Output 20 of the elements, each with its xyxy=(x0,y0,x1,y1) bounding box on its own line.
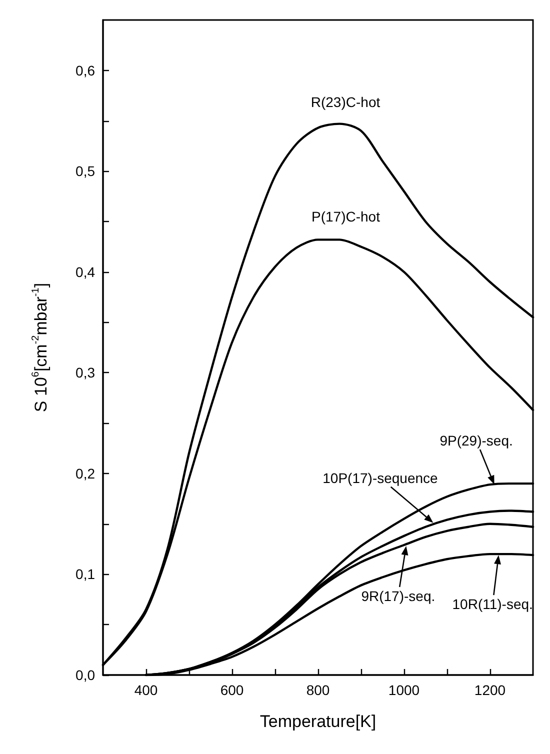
annotation: 9R(17)-seq. xyxy=(361,588,436,604)
y-tick-label: 0,5 xyxy=(76,163,96,180)
y-tick-label: 0,6 xyxy=(76,62,96,78)
x-tick-label: 1000 xyxy=(388,682,420,698)
annotation: 10R(11)-seq. xyxy=(452,596,533,612)
y-axis-title: S 106[cm-2mbar-1] xyxy=(30,282,50,412)
x-tick-label: 1200 xyxy=(474,682,506,698)
y-tick-label: 0,2 xyxy=(76,465,96,482)
y-tick-label: 0,4 xyxy=(76,264,96,280)
x-tick-label: 600 xyxy=(220,682,244,698)
annotation: P(17)C-hot xyxy=(312,208,380,225)
annotation: 9P(29)-seq. xyxy=(440,432,513,449)
y-tick-label: 0,3 xyxy=(76,364,96,381)
x-tick-label: 800 xyxy=(306,682,330,698)
annotation: 10P(17)-sequence xyxy=(322,470,438,486)
x-tick-label: 400 xyxy=(134,682,158,698)
y-tick-label: 0,1 xyxy=(76,566,96,582)
x-axis-title: Temperature[K] xyxy=(260,712,376,731)
annotation: R(23)C-hot xyxy=(310,94,380,110)
y-tick-label: 0,0 xyxy=(76,667,96,683)
